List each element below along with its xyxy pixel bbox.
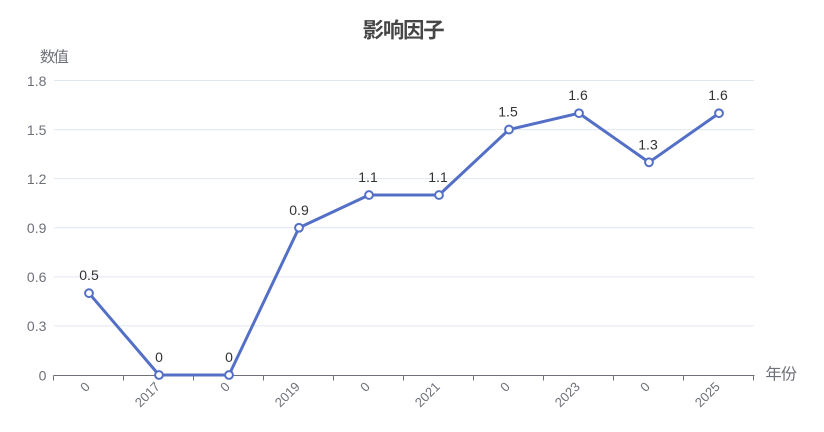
- svg-text:0.9: 0.9: [27, 220, 47, 236]
- svg-text:1.5: 1.5: [27, 122, 47, 138]
- svg-text:0: 0: [155, 349, 163, 365]
- svg-text:1.5: 1.5: [498, 104, 518, 120]
- svg-text:0.6: 0.6: [27, 269, 47, 285]
- svg-text:1.1: 1.1: [428, 169, 448, 185]
- svg-text:1.3: 1.3: [638, 136, 658, 152]
- svg-text:1.2: 1.2: [27, 171, 47, 187]
- svg-text:0.9: 0.9: [289, 202, 309, 218]
- svg-text:1.8: 1.8: [27, 73, 47, 89]
- svg-text:0: 0: [225, 349, 233, 365]
- svg-text:0.3: 0.3: [27, 318, 47, 334]
- svg-text:1.6: 1.6: [708, 87, 728, 103]
- svg-text:1.6: 1.6: [568, 87, 588, 103]
- svg-text:0: 0: [39, 367, 47, 383]
- svg-text:0.5: 0.5: [79, 267, 99, 283]
- svg-text:1.1: 1.1: [358, 169, 378, 185]
